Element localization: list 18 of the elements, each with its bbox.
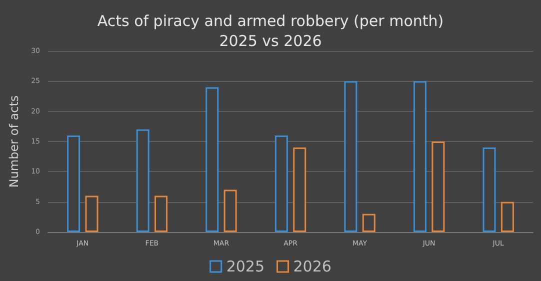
bar [67,135,80,232]
bar [500,202,514,232]
bar [413,81,426,232]
chart-title: Acts of piracy and armed robbery (per month) 2025 vs 2026 [97,12,444,50]
bar [154,196,168,232]
bar [482,148,496,232]
bar [224,190,237,232]
bar [293,148,306,232]
y-axis-title: Number of acts [7,95,21,188]
bar [274,135,288,232]
bar [85,196,98,232]
bar [344,81,358,232]
bar [136,129,150,232]
legend-label: 2026 [293,258,332,276]
bar [206,87,219,232]
bar [432,142,445,232]
bar [362,214,376,232]
legend-label: 2025 [226,258,265,276]
